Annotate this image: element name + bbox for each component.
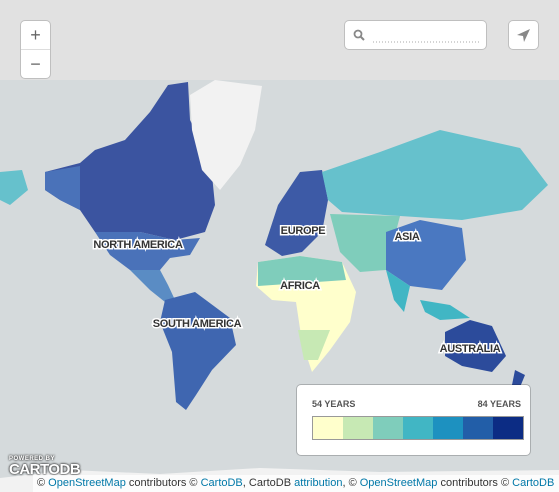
logo-brand: CARTODB (9, 461, 81, 478)
region (322, 130, 548, 220)
region (386, 270, 410, 312)
attr-text: , © (342, 477, 357, 489)
zoom-control: + − (21, 21, 50, 78)
region (0, 170, 28, 205)
zoom-in[interactable]: + (30, 25, 41, 45)
zoom-out[interactable]: − (21, 49, 50, 78)
region (258, 256, 346, 286)
attr-link[interactable]: CartoDB (512, 477, 555, 489)
search-icon (353, 29, 479, 43)
attr-link[interactable]: OpenStreetMap (48, 477, 126, 489)
logo-powered: POWERED BY (9, 456, 56, 462)
legend-scale (312, 416, 524, 440)
continent-label: SOUTH AMERICA (153, 318, 242, 330)
locate-icon (517, 29, 530, 42)
region (130, 270, 175, 302)
continent-label: ASIA (394, 231, 419, 243)
region (445, 320, 506, 372)
region (45, 82, 215, 240)
legend-swatch (313, 417, 343, 439)
logo: POWERED BY CARTODB (9, 456, 81, 478)
continent-label: AFRICA (280, 280, 320, 292)
region (95, 232, 200, 270)
legend-min: 54 YEARS (312, 399, 356, 409)
attr-link[interactable]: OpenStreetMap (359, 477, 438, 489)
region (330, 214, 400, 272)
legend: 54 YEARS 84 YEARS (297, 385, 530, 455)
region (160, 292, 236, 410)
region (265, 170, 328, 256)
legend-swatch (433, 417, 463, 439)
attr-text: contributors © (128, 477, 198, 489)
legend-swatch (403, 417, 433, 439)
region (298, 330, 330, 360)
attr-link[interactable]: attribution (294, 477, 343, 489)
region (420, 300, 470, 320)
continent-label: EUROPE (281, 225, 326, 237)
locate-button[interactable] (509, 21, 538, 49)
legend-swatch (373, 417, 403, 439)
attr-text: © (37, 477, 46, 489)
region (190, 80, 262, 190)
continent-label: NORTH AMERICA (93, 239, 183, 251)
continent-label: AUSTRALIA (440, 343, 501, 355)
region (386, 220, 466, 290)
legend-swatch (343, 417, 373, 439)
attribution: © OpenStreetMap contributors © CartoDB, … (33, 475, 559, 492)
legend-swatch (493, 417, 523, 439)
legend-swatch (463, 417, 493, 439)
region (256, 256, 356, 372)
search-box[interactable] (345, 21, 486, 49)
region (45, 166, 80, 210)
legend-frame (312, 416, 524, 440)
legend-max: 84 YEARS (477, 399, 521, 409)
attr-text: , CartoDB (242, 477, 292, 489)
attr-link[interactable]: CartoDB (200, 477, 243, 489)
attr-text: contributors © (440, 477, 510, 489)
